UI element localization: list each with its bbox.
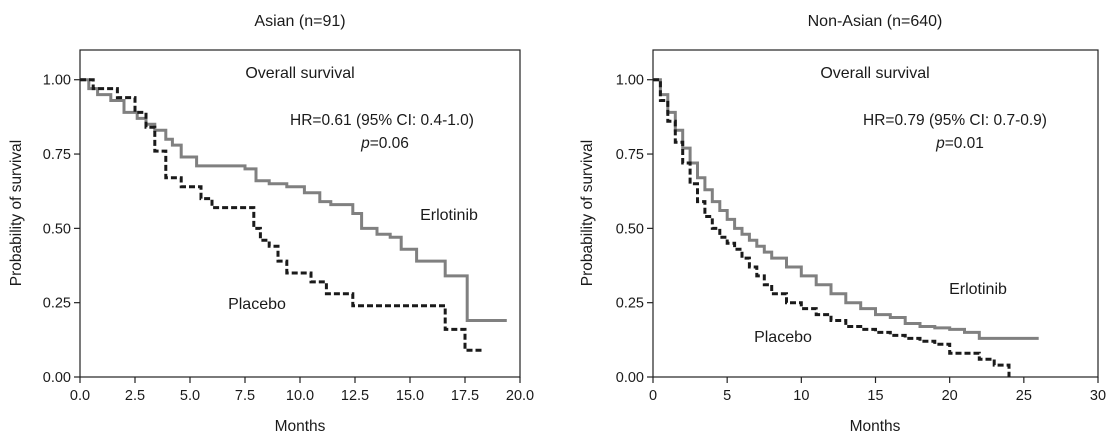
non-asian-x-tick-label: 25 <box>1016 388 1032 404</box>
asian-x-tick-label: 12.5 <box>341 388 369 404</box>
non-asian-x-tick-label: 0 <box>649 388 657 404</box>
asian-placebo-curve <box>80 78 483 352</box>
non-asian-y-tick-label: 0.00 <box>616 370 644 386</box>
asian-x-tick-label: 10.0 <box>286 388 314 404</box>
non-asian-p-number: =0.01 <box>945 135 984 152</box>
asian-y-axis-title: Probability of survival <box>8 140 25 286</box>
non-asian-survival-curves <box>653 78 1039 377</box>
non-asian-y-tick-label: 1.00 <box>616 73 644 89</box>
non-asian-axis-ticks: 0 5 10 15 20 25 30 0.00 0.25 0.50 0.75 1.00 <box>616 73 1106 404</box>
asian-x-tick-label: 20.0 <box>506 388 534 404</box>
non-asian-y-tick-label: 0.25 <box>616 296 644 312</box>
non-asian-panel-title: Non-Asian (n=640) <box>808 13 943 30</box>
non-asian-erlotinib-label: Erlotinib <box>949 281 1007 298</box>
asian-erlotinib-label: Erlotinib <box>420 207 478 224</box>
non-asian-y-tick-label: 0.50 <box>616 221 644 237</box>
non-asian-x-tick-label: 15 <box>867 388 883 404</box>
asian-x-tick-label: 17.5 <box>451 388 479 404</box>
non-asian-hazard-ratio: HR=0.79 (95% CI: 0.7-0.9) <box>863 112 1047 129</box>
non-asian-panel: Non-Asian (n=640) 0 5 10 15 20 25 30 0.00 0.25 0.… <box>579 13 1106 435</box>
non-asian-y-tick-label: 0.75 <box>616 147 644 163</box>
asian-x-tick-label: 0.0 <box>70 388 90 404</box>
non-asian-p-symbol: p <box>935 135 945 152</box>
non-asian-x-tick-label: 20 <box>942 388 958 404</box>
asian-survival-curves <box>80 78 507 352</box>
asian-p-value: p=0.06 <box>360 135 409 152</box>
asian-p-symbol: p <box>360 135 370 152</box>
asian-erlotinib-curve <box>80 78 507 322</box>
asian-panel: Asian (n=91) 0.0 2.5 5.0 7.5 10.0 12.5 15.0 17.… <box>8 13 534 435</box>
asian-x-tick-label: 5.0 <box>180 388 200 404</box>
non-asian-placebo-curve <box>653 78 1011 377</box>
non-asian-x-tick-label: 30 <box>1090 388 1106 404</box>
asian-p-number: =0.06 <box>370 135 409 152</box>
asian-hazard-ratio: HR=0.61 (95% CI: 0.4-1.0) <box>290 112 474 129</box>
asian-y-tick-label: 0.00 <box>43 370 71 386</box>
non-asian-p-value: p=0.01 <box>935 135 984 152</box>
asian-x-axis-title: Months <box>275 418 326 435</box>
asian-y-tick-label: 1.00 <box>43 73 71 89</box>
asian-y-tick-label: 0.50 <box>43 221 71 237</box>
non-asian-x-tick-label: 10 <box>793 388 809 404</box>
non-asian-x-axis-title: Months <box>850 418 901 435</box>
asian-x-tick-label: 2.5 <box>125 388 145 404</box>
asian-axis-ticks: 0.0 2.5 5.0 7.5 10.0 12.5 15.0 17.5 20.0 0.00 0.25… <box>43 73 534 404</box>
asian-panel-title: Asian (n=91) <box>254 13 345 30</box>
asian-x-tick-label: 15.0 <box>396 388 424 404</box>
asian-y-tick-label: 0.25 <box>43 296 71 312</box>
asian-placebo-label: Placebo <box>228 296 286 313</box>
asian-y-tick-label: 0.75 <box>43 147 71 163</box>
asian-annotation-title: Overall survival <box>245 65 354 82</box>
non-asian-annotation-title: Overall survival <box>820 65 929 82</box>
non-asian-x-tick-label: 5 <box>723 388 731 404</box>
asian-x-tick-label: 7.5 <box>235 388 255 404</box>
non-asian-y-axis-title: Probability of survival <box>579 140 596 286</box>
non-asian-erlotinib-curve <box>653 78 1039 340</box>
non-asian-placebo-label: Placebo <box>754 329 812 346</box>
